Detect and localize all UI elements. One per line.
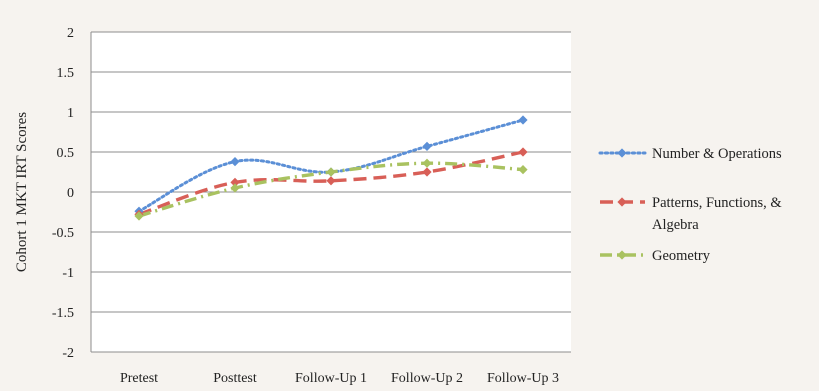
x-tick-label: Follow-Up 1 xyxy=(295,371,367,386)
series-line-patterns-functions-algebra xyxy=(138,150,524,217)
x-tick-label: Posttest xyxy=(213,371,257,386)
legend: Number & Operations Patterns, Functions, … xyxy=(598,146,782,264)
y-tick-label: -1.5 xyxy=(52,306,74,321)
legend-label: Number & Operations xyxy=(652,146,782,162)
data-point-patterns-functions-algebra xyxy=(230,177,240,187)
y-tick-label: 2 xyxy=(67,26,74,41)
data-point-geometry xyxy=(134,211,144,221)
legend-marker-swatch xyxy=(617,197,627,207)
legend-item-number-operations: Number & Operations xyxy=(598,146,782,162)
data-point-number-operations xyxy=(422,141,432,151)
y-axis-title: Cohort 1 MKT IRT Scores xyxy=(14,112,30,272)
legend-marker-swatch xyxy=(617,250,627,260)
x-tick-label: Follow-Up 2 xyxy=(391,371,463,386)
y-tick-label: -2 xyxy=(62,346,74,361)
y-tick-label: 0 xyxy=(67,186,74,201)
y-tick-label: -0.5 xyxy=(52,226,74,241)
data-point-patterns-functions-algebra xyxy=(518,147,528,157)
y-tick-label: 0.5 xyxy=(57,146,75,161)
data-point-geometry xyxy=(230,183,240,193)
series-markers xyxy=(134,115,528,221)
data-point-number-operations xyxy=(518,115,528,125)
legend-label: Patterns, Functions, & xyxy=(652,195,782,211)
data-point-patterns-functions-algebra xyxy=(422,167,432,177)
legend-marker-swatch xyxy=(617,148,627,158)
data-point-patterns-functions-algebra xyxy=(326,176,336,186)
legend-item-patterns-functions-algebra: Patterns, Functions, & Algebra xyxy=(600,195,782,233)
legend-item-geometry: Geometry xyxy=(600,248,711,264)
data-point-geometry xyxy=(422,158,432,168)
y-tick-label: 1.5 xyxy=(57,66,75,81)
y-axis-tick-labels: 2 1.5 1 0.5 0 -0.5 -1 -1.5 -2 xyxy=(52,26,74,361)
data-point-geometry xyxy=(326,167,336,177)
legend-label: Algebra xyxy=(652,217,699,233)
data-point-number-operations xyxy=(230,157,240,167)
legend-label: Geometry xyxy=(652,248,711,264)
x-tick-label: Follow-Up 3 xyxy=(487,371,559,386)
y-tick-label: 1 xyxy=(67,106,74,121)
x-axis-tick-labels: Pretest Posttest Follow-Up 1 Follow-Up 2 Fol… xyxy=(120,371,559,386)
y-tick-label: -1 xyxy=(62,266,74,281)
data-point-geometry xyxy=(518,165,528,175)
x-tick-label: Pretest xyxy=(120,371,158,386)
plot-area: 2 1.5 1 0.5 0 -0.5 -1 -1.5 -2 Pretest Posttest Fol… xyxy=(52,26,571,386)
